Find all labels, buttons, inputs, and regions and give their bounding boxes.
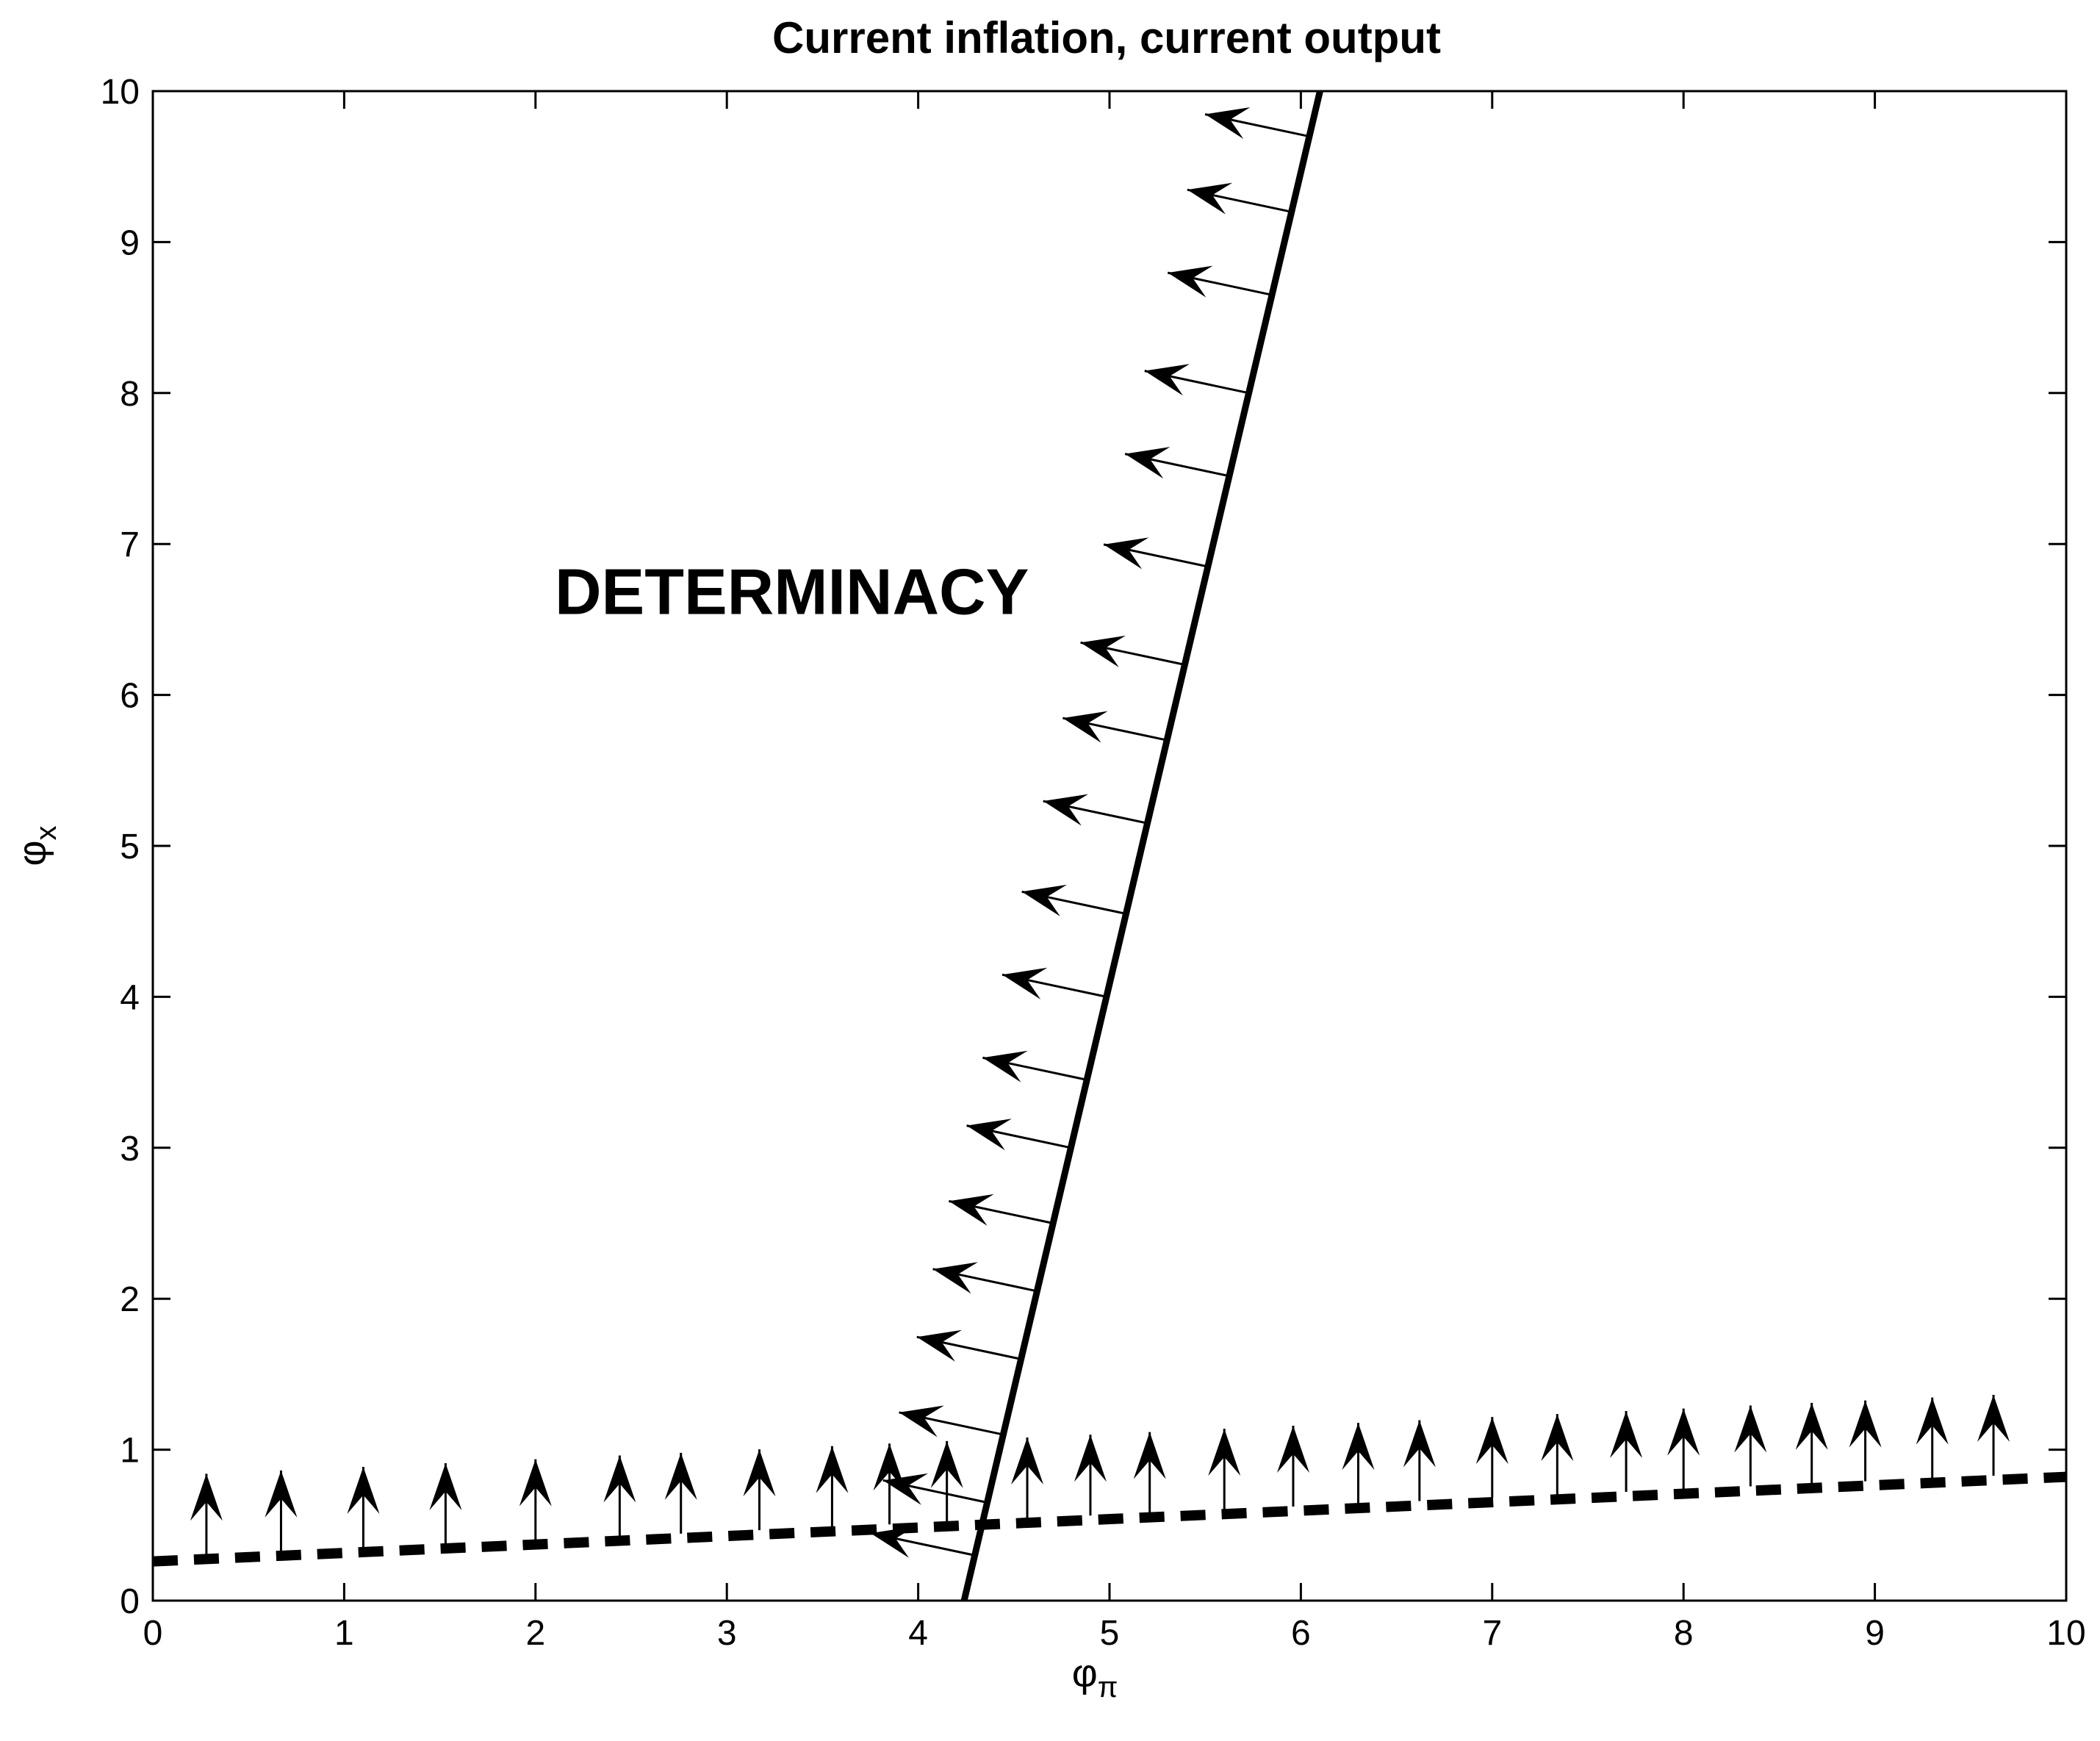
x-tick-label: 8 [1674, 1614, 1694, 1653]
arrow-head-left [1205, 107, 1251, 140]
y-tick-label: 6 [120, 677, 140, 716]
arrow-head-up [603, 1455, 636, 1503]
arrow-head-up [816, 1446, 849, 1493]
arrow-head-left [1144, 364, 1190, 396]
arrow-head-up [1403, 1420, 1436, 1468]
arrow-layer [190, 107, 2010, 1558]
y-tick-label: 1 [120, 1432, 140, 1471]
arrow-head-left [899, 1405, 944, 1437]
x-tick-label: 5 [1100, 1614, 1120, 1653]
arrow-head-up [1208, 1429, 1241, 1476]
y-tick-label: 3 [120, 1130, 140, 1169]
x-tick-label: 1 [334, 1614, 354, 1653]
arrow-head-up [1610, 1411, 1643, 1459]
y-tick-label: 7 [120, 525, 140, 564]
y-axis-ticks [153, 90, 2066, 1602]
arrow-head-up [664, 1452, 697, 1500]
arrow-head-up [873, 1443, 906, 1491]
arrow-head-up [519, 1459, 552, 1507]
arrow-head-up [1074, 1435, 1107, 1482]
x-tick-label: 0 [143, 1614, 163, 1653]
arrow-head-left [1062, 711, 1108, 743]
plot-area-frame [151, 90, 2068, 1602]
x-axis-label-symbol: φ [1072, 1651, 1098, 1695]
y-axis-label: φx [10, 825, 62, 866]
arrow-head-left [870, 1526, 916, 1558]
arrow-head-left [1002, 967, 1048, 999]
determinacy-region-label: DETERMINACY [555, 555, 1029, 628]
y-tick-label: 0 [120, 1582, 140, 1621]
arrow-head-left [966, 1119, 1012, 1151]
arrow-head-up [1011, 1437, 1044, 1485]
arrow-head-up [265, 1470, 298, 1518]
y-axis-label-subscript: x [30, 825, 62, 840]
arrow-head-up [743, 1449, 776, 1497]
arrow-head-up [1541, 1414, 1574, 1462]
arrow-head-up [1276, 1426, 1309, 1473]
arrow-head-up [190, 1473, 223, 1521]
y-tick-label: 9 [120, 223, 140, 262]
x-tick-label: 6 [1291, 1614, 1311, 1653]
arrow-head-left [1043, 794, 1089, 826]
x-tick-label: 10 [2046, 1614, 2085, 1653]
arrow-head-left [1187, 182, 1233, 215]
y-tick-label: 5 [120, 828, 140, 866]
x-axis-label-subscript: π [1098, 1671, 1118, 1704]
y-axis-label-symbol: φ [10, 840, 54, 866]
arrow-head-up [1667, 1408, 1700, 1456]
arrow-head-left [982, 1050, 1028, 1083]
arrow-head-up [1734, 1405, 1767, 1453]
arrow-head-left [932, 1262, 978, 1294]
y-tick-label: 4 [120, 978, 140, 1017]
y-axis-tick-labels: 0 1 2 3 4 5 6 7 8 9 10 [101, 73, 140, 1621]
x-tick-label: 3 [717, 1614, 737, 1653]
chart-title: Current inflation, current output [772, 13, 1441, 62]
arrow-head-up [1342, 1423, 1375, 1471]
x-tick-label: 7 [1482, 1614, 1502, 1653]
arrow-head-up [1977, 1394, 2010, 1442]
x-axis-label: φπ [1072, 1651, 1118, 1704]
arrow-head-up [1795, 1402, 1828, 1450]
arrow-head-left [882, 1473, 929, 1505]
arrow-head-left [1168, 265, 1213, 298]
x-axis-ticks [151, 91, 2068, 1601]
arrow-head-left [1104, 537, 1149, 570]
x-tick-label: 4 [908, 1614, 928, 1653]
arrow-head-left [916, 1329, 963, 1362]
arrow-head-left [1080, 635, 1126, 667]
arrow-head-up [930, 1440, 963, 1488]
y-tick-label: 8 [120, 375, 140, 414]
y-tick-label: 10 [101, 73, 140, 112]
arrow-head-up [1133, 1432, 1166, 1479]
series-layer [152, 90, 2067, 1602]
arrow-head-left [1021, 884, 1067, 916]
arrow-head-left [949, 1193, 994, 1226]
arrow-head-up [1849, 1400, 1882, 1448]
series-line-dashed [152, 1471, 2067, 1567]
series-line-solid [960, 90, 1323, 1602]
x-axis-tick-labels: 0 1 2 3 4 5 6 7 8 9 10 [143, 1614, 2086, 1653]
arrow-head-up [1916, 1397, 1949, 1445]
arrow-head-up [1475, 1417, 1509, 1465]
arrow-head-up [347, 1466, 380, 1514]
x-tick-label: 2 [525, 1614, 545, 1653]
x-tick-label: 9 [1865, 1614, 1885, 1653]
arrow-head-left [1125, 447, 1171, 479]
arrow-head-up [429, 1462, 462, 1510]
y-tick-label: 2 [120, 1280, 140, 1319]
